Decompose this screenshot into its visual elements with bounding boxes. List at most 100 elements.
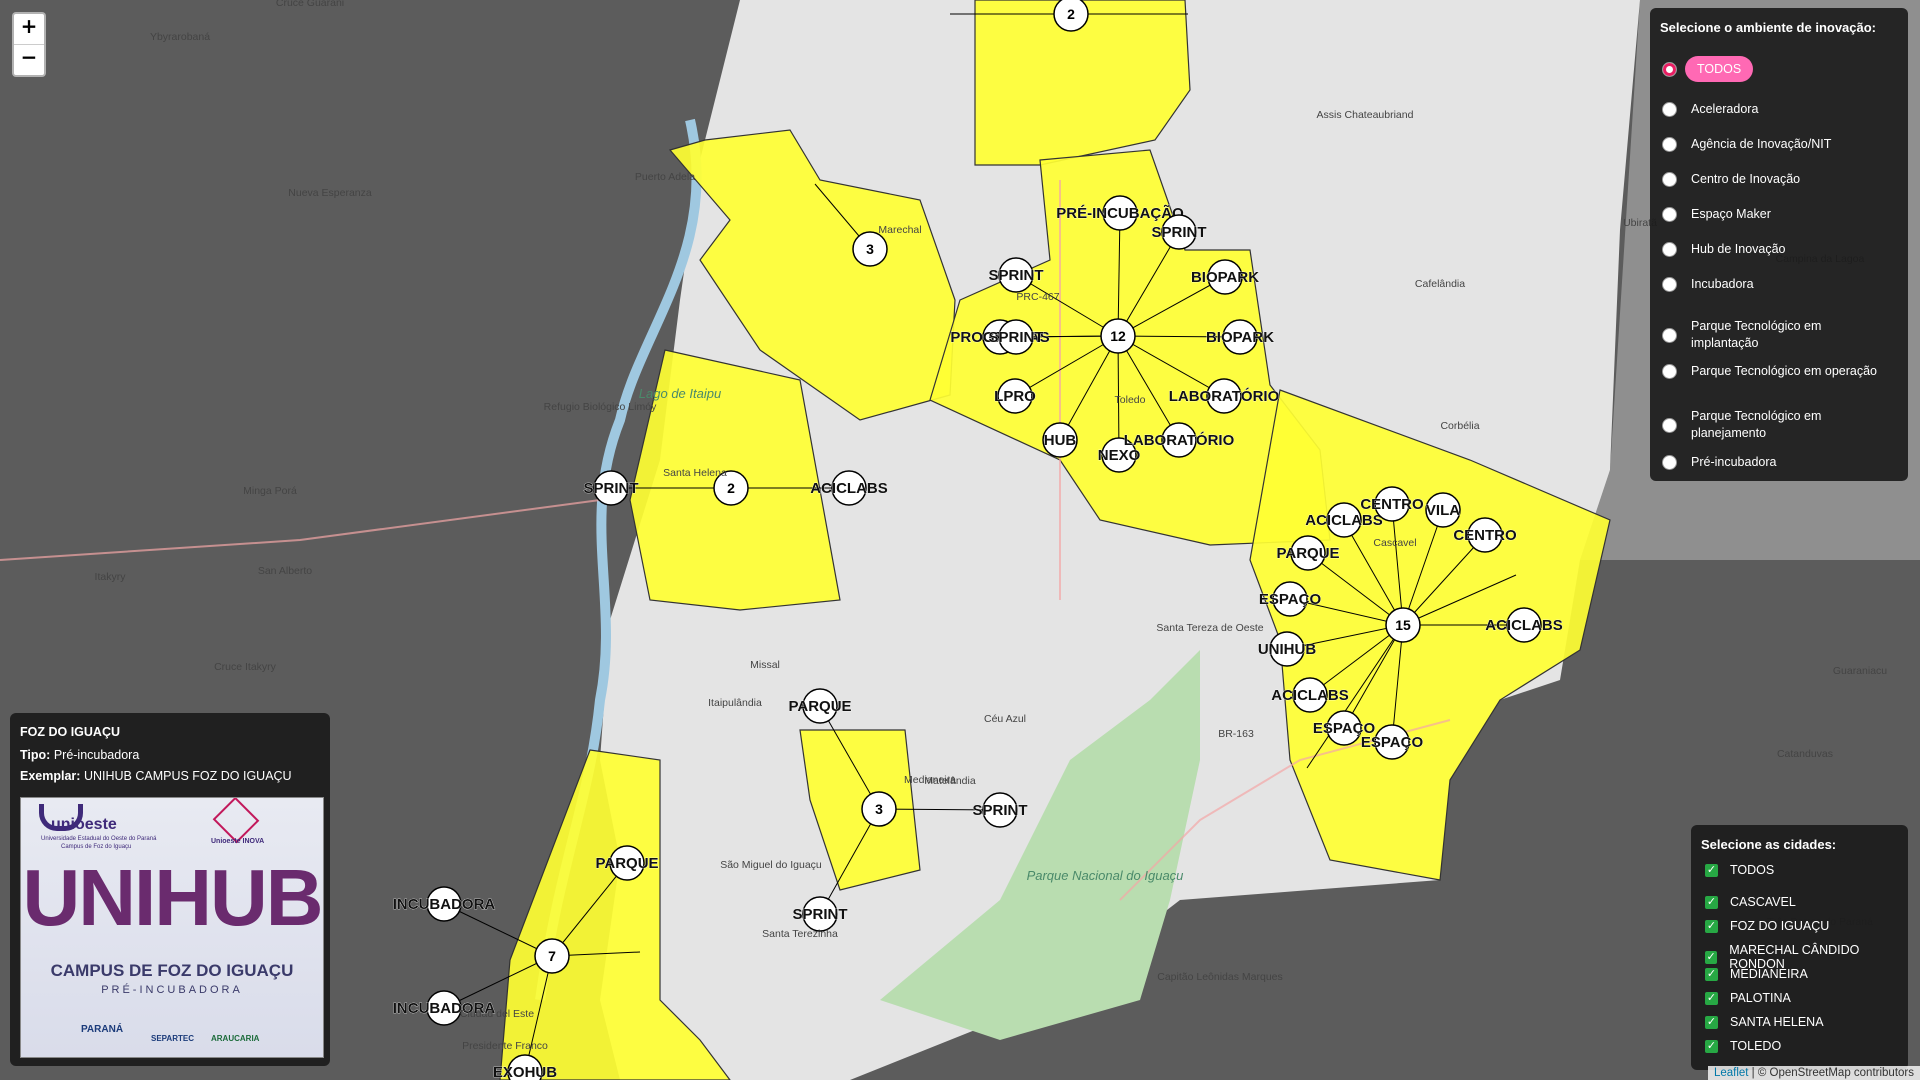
city-checkbox-1[interactable]: ✓ xyxy=(1705,895,1718,909)
cluster-1[interactable]: 3 xyxy=(852,231,888,267)
city-option-1[interactable]: ✓ CASCAVEL xyxy=(1705,895,1796,909)
card-line1: CAMPUS DE FOZ DO IGUAÇU xyxy=(50,961,294,980)
env-option-2[interactable]: Agência de Inovação/NIT xyxy=(1662,136,1881,153)
marker-30[interactable]: INCUBADORA xyxy=(392,990,496,1026)
marker-15[interactable]: CENTRO xyxy=(1360,486,1424,522)
marker-10[interactable]: LABORATÓRIO xyxy=(1123,422,1235,458)
env-option-5[interactable]: Hub de Inovação xyxy=(1662,241,1881,258)
marker-0[interactable]: PRÉ-INCUBAÇÃO xyxy=(1056,195,1184,231)
env-radio-8[interactable] xyxy=(1662,364,1677,379)
city-option-label-4: MEDIANEIRA xyxy=(1730,967,1808,981)
place-label: San Alberto xyxy=(258,565,312,577)
env-radio-9[interactable] xyxy=(1662,417,1677,433)
city-option-7[interactable]: ✓ TOLEDO xyxy=(1705,1039,1781,1053)
cluster-2[interactable]: 12 xyxy=(1100,318,1136,354)
marker-5[interactable]: BIOPARK xyxy=(1206,319,1274,355)
marker-16[interactable]: PARQUE xyxy=(1276,535,1340,571)
city-option-label-5: PALOTINA xyxy=(1730,991,1791,1005)
env-option-1[interactable]: Aceleradora xyxy=(1662,101,1881,118)
spider-line xyxy=(1343,624,1404,729)
city-checkbox-4[interactable]: ✓ xyxy=(1705,967,1718,981)
city-checkbox-6[interactable]: ✓ xyxy=(1705,1015,1718,1029)
zoom-control[interactable]: + − xyxy=(12,12,46,77)
leaflet-link[interactable]: Leaflet xyxy=(1713,1067,1749,1079)
marker-28[interactable]: PARQUE xyxy=(595,845,659,881)
cluster-3[interactable]: 2 xyxy=(713,470,749,506)
marker-circle xyxy=(1042,422,1078,458)
env-radio-7[interactable] xyxy=(1662,327,1677,343)
env-radio-3[interactable] xyxy=(1662,172,1677,187)
env-option-6[interactable]: Incubadora xyxy=(1662,276,1881,293)
env-option-9[interactable]: Parque Tecnológico em planejamento xyxy=(1662,408,1881,442)
marker-29[interactable]: INCUBADORA xyxy=(392,886,496,922)
env-option-0[interactable]: TODOS xyxy=(1662,56,1754,82)
clusters[interactable]: 2 3 12 2 15 3 7 xyxy=(534,0,1421,974)
env-radio-5[interactable] xyxy=(1662,242,1677,257)
marker-7[interactable]: LABORATÓRIO xyxy=(1168,378,1280,414)
place-label: Missal xyxy=(750,659,780,671)
marker-8[interactable]: HUB xyxy=(1042,422,1078,458)
marker-1[interactable]: SPRINT xyxy=(1151,214,1207,250)
city-checkbox-5[interactable]: ✓ xyxy=(1705,991,1718,1005)
env-option-8[interactable]: Parque Tecnológico em operação xyxy=(1662,363,1881,380)
cluster-6[interactable]: 7 xyxy=(534,938,570,974)
marker-circle xyxy=(1161,214,1197,250)
spider-line xyxy=(1402,534,1486,626)
city-checkbox-0[interactable]: ✓ xyxy=(1705,863,1718,877)
env-radio-4[interactable] xyxy=(1662,207,1677,222)
marker-31[interactable]: EXOHUB xyxy=(493,1054,558,1080)
env-option-7[interactable]: Parque Tecnológico em implantação xyxy=(1662,318,1881,352)
env-radio-0[interactable] xyxy=(1662,61,1677,77)
marker-23[interactable]: ESPAÇO xyxy=(1313,710,1376,746)
city-option-4[interactable]: ✓ MEDIANEIRA xyxy=(1705,967,1808,981)
marker-26[interactable]: SPRINT xyxy=(972,792,1028,828)
marker-27[interactable]: SPRINT xyxy=(792,896,848,932)
marker-3[interactable]: BIOPARK xyxy=(1191,259,1259,295)
place-label: São Miguel do Iguaçu xyxy=(720,859,822,871)
env-radio-2[interactable] xyxy=(1662,137,1677,152)
city-option-0[interactable]: ✓ TODOS xyxy=(1705,863,1774,877)
zoom-out-button[interactable]: − xyxy=(14,44,44,75)
cluster-0[interactable]: 2 xyxy=(1053,0,1089,32)
city-option-3[interactable]: ✓ MARECHAL CÂNDIDO RONDON xyxy=(1705,943,1908,971)
marker-circle xyxy=(1374,486,1410,522)
marker-13[interactable]: ACICLABS xyxy=(810,470,888,506)
marker-24[interactable]: ESPAÇO xyxy=(1361,724,1424,760)
city-option-2[interactable]: ✓ FOZ DO IGUAÇU xyxy=(1705,919,1829,933)
spider-line xyxy=(1309,624,1404,696)
city-option-6[interactable]: ✓ SANTA HELENA xyxy=(1705,1015,1824,1029)
env-radio-10[interactable] xyxy=(1662,455,1677,470)
region-marechal xyxy=(668,129,956,421)
env-option-4[interactable]: Espaço Maker xyxy=(1662,206,1881,223)
marker-2[interactable]: SPRINT xyxy=(988,257,1044,293)
marker-17[interactable]: CENTRO xyxy=(1453,517,1517,553)
marker-circle xyxy=(1326,502,1362,538)
marker-25[interactable]: PARQUE xyxy=(788,688,852,724)
city-checkbox-2[interactable]: ✓ xyxy=(1705,919,1718,933)
city-option-5[interactable]: ✓ PALOTINA xyxy=(1705,991,1791,1005)
marker-circle xyxy=(982,792,1018,828)
marker-22[interactable]: ACICLABS xyxy=(1271,677,1349,713)
env-radio-1[interactable] xyxy=(1662,102,1677,117)
marker-12[interactable]: SPRINT xyxy=(583,470,639,506)
cluster-4[interactable]: 15 xyxy=(1385,607,1421,643)
zoom-in-button[interactable]: + xyxy=(20,14,38,38)
marker-6[interactable]: LPRO xyxy=(994,378,1036,414)
city-checkbox-7[interactable]: ✓ xyxy=(1705,1039,1718,1053)
marker-18[interactable]: VILA xyxy=(1425,492,1461,528)
spider-line xyxy=(1307,552,1404,626)
env-option-3[interactable]: Centro de Inovação xyxy=(1662,171,1881,188)
marker-9[interactable]: NEXO xyxy=(1097,437,1141,473)
markers[interactable]: PRÉ-INCUBAÇÃOSPRINTSPRINTBIOPARKPROGRAMA… xyxy=(392,195,1563,1080)
marker-21[interactable]: UNIHUB xyxy=(1258,631,1317,667)
marker-11[interactable]: SPRINT xyxy=(988,319,1044,355)
marker-20[interactable]: ACICLABS xyxy=(1485,607,1563,643)
marker-19[interactable]: ESPAÇO xyxy=(1259,581,1322,617)
place-label: Santa Helena xyxy=(663,467,727,479)
cluster-5[interactable]: 3 xyxy=(861,791,897,827)
city-checkbox-3[interactable]: ✓ xyxy=(1705,950,1718,964)
env-radio-6[interactable] xyxy=(1662,277,1677,292)
env-option-10[interactable]: Pré-incubadora xyxy=(1662,454,1881,471)
marker-14[interactable]: ACICLABS xyxy=(1305,502,1383,538)
